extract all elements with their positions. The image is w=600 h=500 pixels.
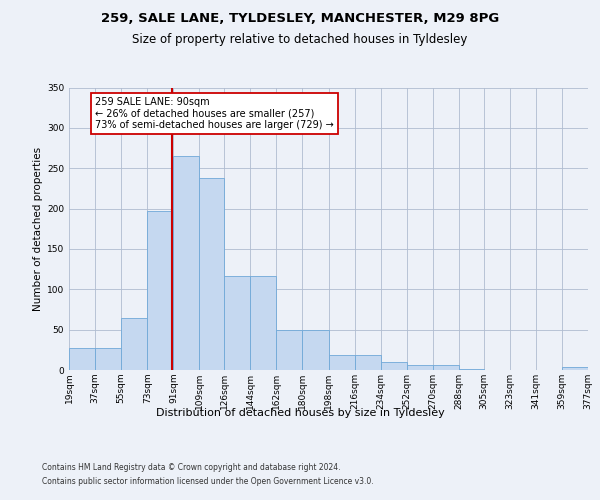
Bar: [95, 348, 121, 370]
Text: 259, SALE LANE, TYLDESLEY, MANCHESTER, M29 8PG: 259, SALE LANE, TYLDESLEY, MANCHESTER, M…: [101, 12, 499, 26]
Bar: [407, 365, 433, 370]
Y-axis label: Number of detached properties: Number of detached properties: [33, 146, 43, 311]
Bar: [355, 356, 380, 370]
Bar: [459, 369, 484, 370]
Text: 259 SALE LANE: 90sqm
← 26% of detached houses are smaller (257)
73% of semi-deta: 259 SALE LANE: 90sqm ← 26% of detached h…: [95, 97, 334, 130]
Bar: [433, 365, 459, 370]
Bar: [173, 156, 199, 370]
Bar: [250, 276, 277, 370]
Bar: [302, 330, 329, 370]
Bar: [199, 178, 224, 370]
Text: Contains HM Land Registry data © Crown copyright and database right 2024.: Contains HM Land Registry data © Crown c…: [42, 464, 341, 472]
Bar: [277, 330, 302, 370]
Text: Contains public sector information licensed under the Open Government Licence v3: Contains public sector information licen…: [42, 477, 374, 486]
Text: Size of property relative to detached houses in Tyldesley: Size of property relative to detached ho…: [133, 32, 467, 46]
Bar: [224, 276, 250, 370]
Text: Distribution of detached houses by size in Tyldesley: Distribution of detached houses by size …: [155, 408, 445, 418]
Bar: [69, 348, 95, 370]
Bar: [121, 318, 147, 370]
Bar: [147, 211, 173, 370]
Bar: [329, 356, 355, 370]
Bar: [562, 367, 588, 370]
Bar: [380, 362, 407, 370]
